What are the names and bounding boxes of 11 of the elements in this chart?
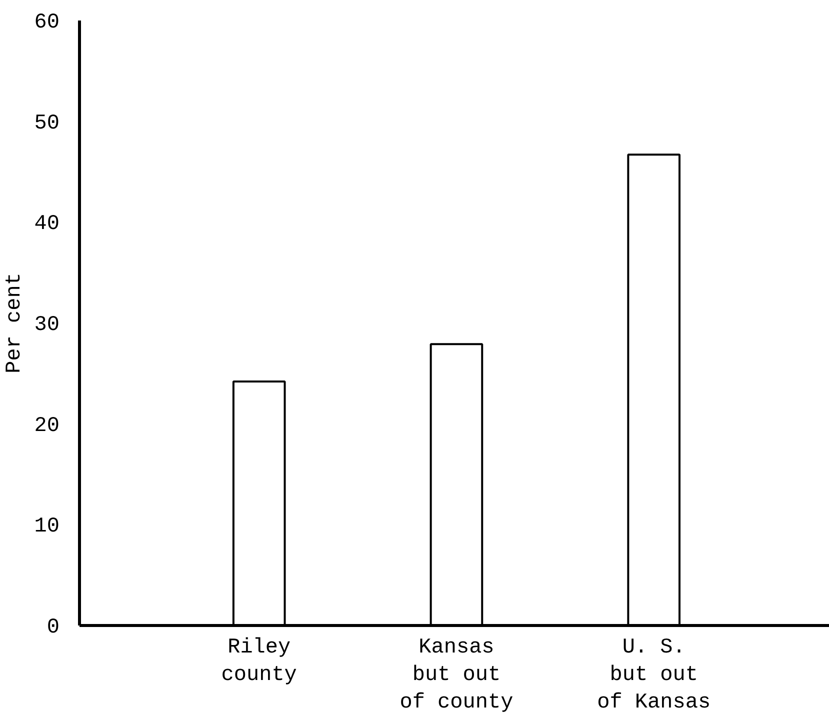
y-tick-label: 0 [46,616,60,640]
y-tick-label: 40 [34,213,60,236]
y-tick-label: 10 [34,516,60,539]
y-tick-label: 30 [34,314,60,337]
y-axis-title: Per cent [3,272,26,374]
x-tick-label: Kansas but out of county [400,636,514,715]
y-tick-label: 20 [34,414,60,438]
y-tick-label: 60 [34,12,60,34]
x-tick-label: U. S. but out of Kansas [597,636,711,715]
x-tick-label: Riley county [221,636,297,688]
y-tick-label: 50 [34,112,60,136]
